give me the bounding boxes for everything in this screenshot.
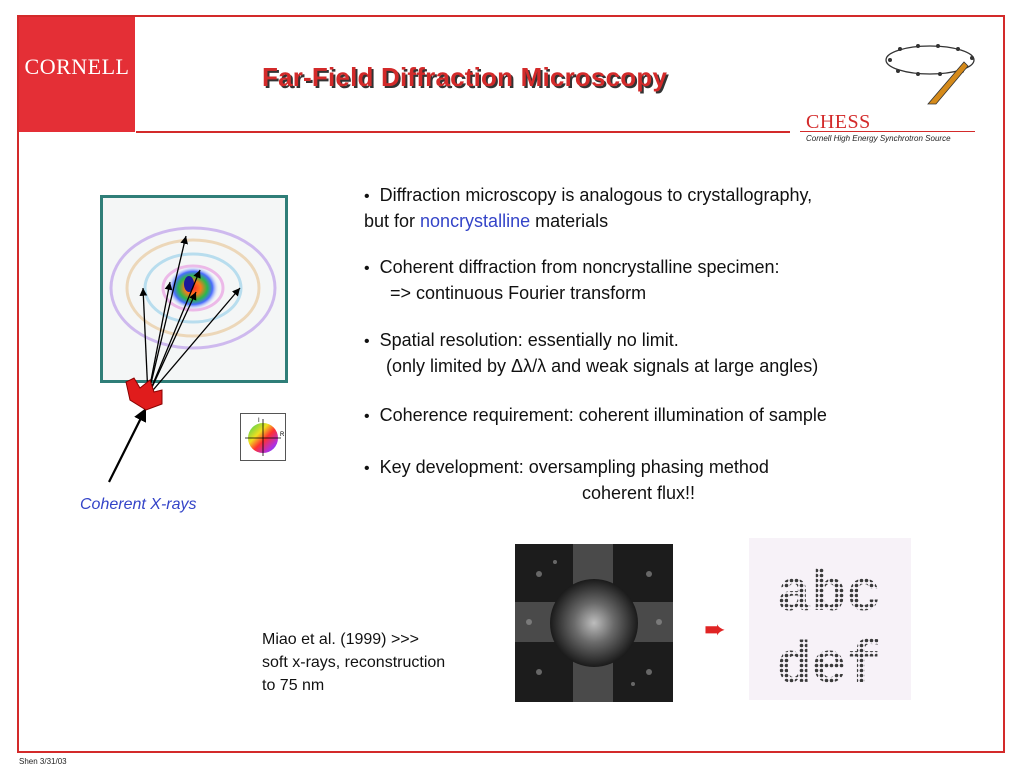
page-title: Far-Field Diffraction Microscopy (262, 62, 668, 92)
reference-text: Miao et al. (1999) >>> soft x-rays, reco… (262, 628, 445, 697)
bullet-dot: • (364, 333, 370, 350)
reconstruction-row2: def (777, 635, 881, 700)
bullet-3: • Spatial resolution: essentially no lim… (364, 328, 818, 379)
slide-frame (17, 15, 1005, 753)
xray-beam-diagram (108, 235, 241, 483)
bullet-1-line1: Diffraction microscopy is analogous to c… (379, 185, 813, 205)
title-divider (136, 131, 790, 133)
diffraction-pattern-image (100, 195, 288, 383)
imag-axis-label: I (258, 418, 260, 424)
bullet-4: • Coherence requirement: coherent illumi… (364, 403, 827, 429)
diffraction-data-image (515, 544, 673, 702)
bullet-2-line1: Coherent diffraction from noncrystalline… (379, 257, 780, 277)
reconstruction-row1: abc (777, 563, 881, 628)
specimen-icon (125, 377, 163, 411)
bullet-1: • Diffraction microscopy is analogous to… (364, 183, 812, 234)
arrow-right-icon: ➨ (704, 614, 726, 644)
reference-line2: soft x-rays, reconstruction (262, 654, 446, 671)
bullet-5: • Key development: oversampling phasing … (364, 455, 769, 506)
bullet-dot: • (364, 408, 370, 425)
bullet-1-accent: noncrystalline (420, 211, 531, 231)
bullet-2: • Coherent diffraction from noncrystalli… (364, 255, 779, 306)
chess-subtitle: Cornell High Energy Synchrotron Source (806, 134, 951, 143)
bullet-2-line2: => continuous Fourier transform (390, 283, 647, 303)
color-wheel-legend: I R (240, 413, 286, 461)
bullet-4-line1: Coherence requirement: coherent illumina… (379, 405, 827, 425)
bullet-dot: • (364, 188, 370, 205)
reconstruction-image: abc def (749, 538, 911, 700)
bullet-3-line2: (only limited by Δλ/λ and weak signals a… (386, 356, 819, 376)
cornell-logo: CORNELL (19, 17, 135, 132)
bullet-dot: • (364, 460, 370, 477)
real-axis-label: R (280, 432, 285, 438)
bullet-5-line2: coherent flux!! (582, 483, 696, 503)
reference-line3: to 75 nm (262, 677, 325, 694)
chess-divider (800, 131, 975, 132)
bullet-3-line1: Spatial resolution: essentially no limit… (379, 330, 679, 350)
bullet-1-line2b: materials (530, 211, 609, 231)
bullet-1-line2a: but for (364, 211, 421, 231)
reference-line1: Miao et al. (1999) >>> (262, 631, 419, 648)
bullet-dot: • (364, 260, 370, 277)
chess-ring-logo (885, 44, 975, 105)
bullet-5-line1: Key development: oversampling phasing me… (379, 457, 769, 477)
chess-logo-text: CHESS (806, 111, 871, 133)
footer-text: Shen 3/31/03 (19, 757, 67, 766)
xray-label: Coherent X-rays (80, 496, 197, 513)
